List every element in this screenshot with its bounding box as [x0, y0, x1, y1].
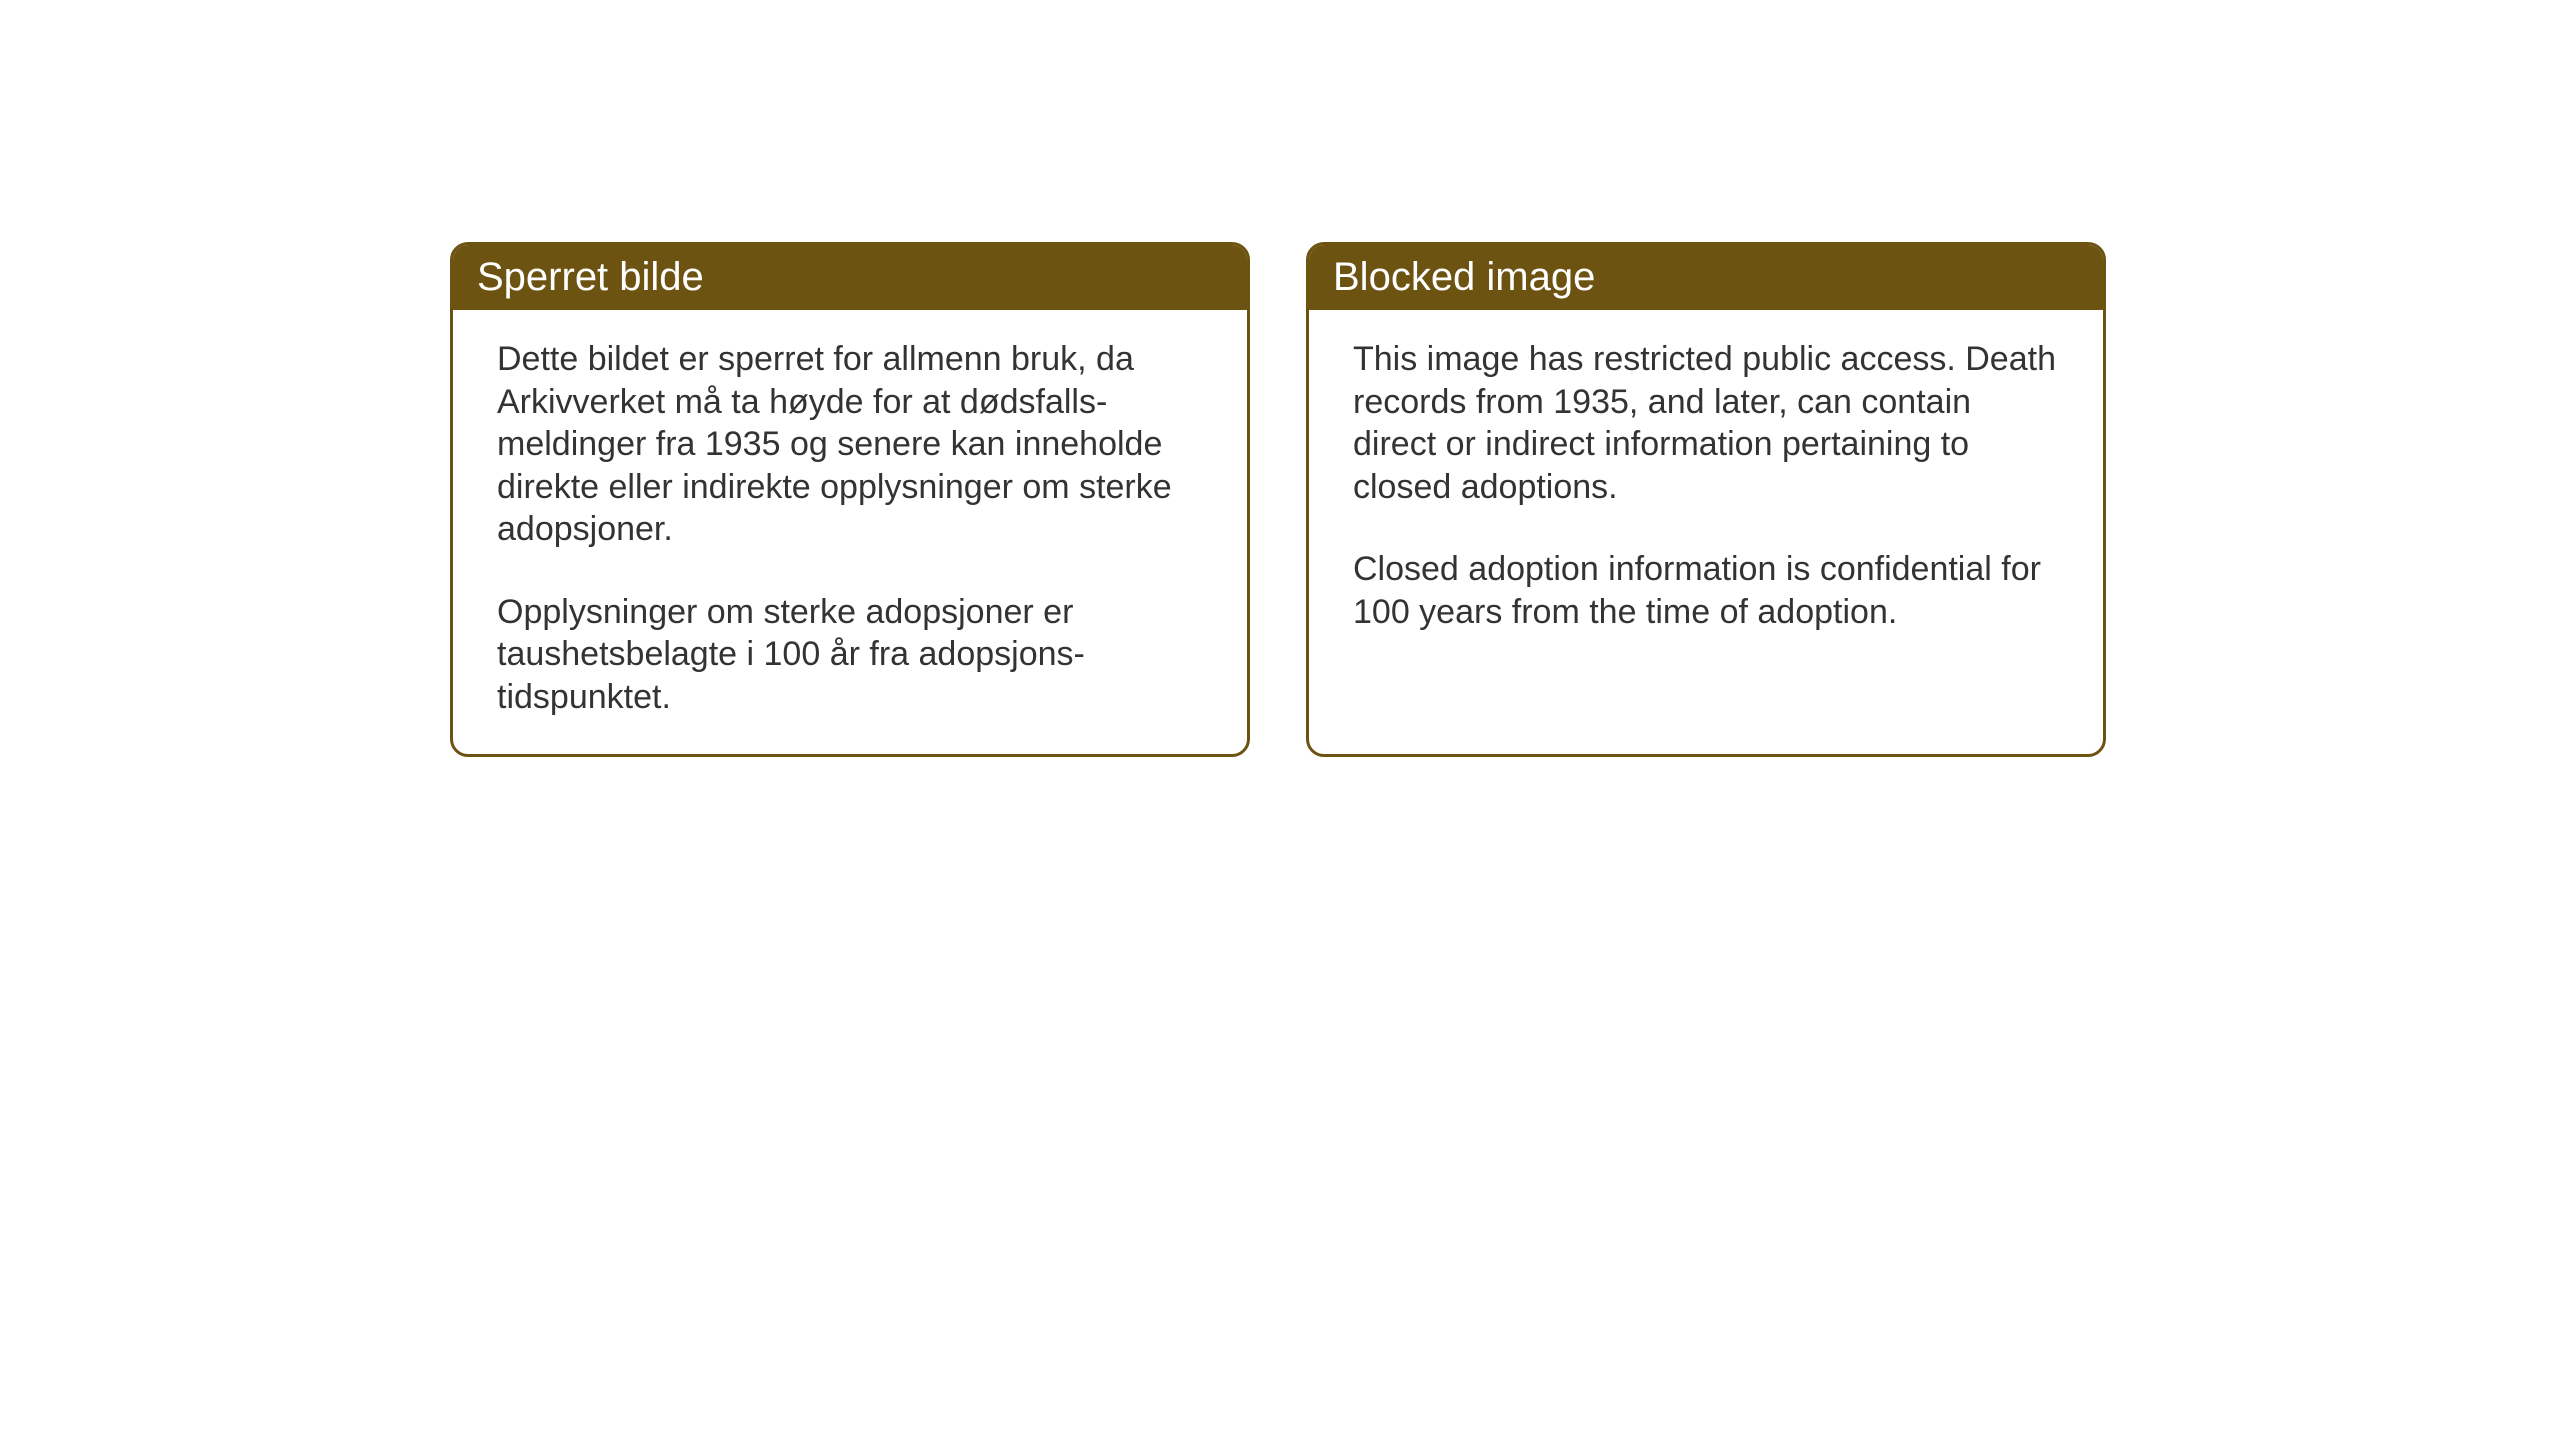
- notice-paragraph-2-norwegian: Opplysninger om sterke adopsjoner er tau…: [497, 591, 1203, 719]
- notice-card-english: Blocked image This image has restricted …: [1306, 242, 2106, 757]
- notice-header-english: Blocked image: [1309, 245, 2103, 310]
- notice-paragraph-2-english: Closed adoption information is confident…: [1353, 548, 2059, 633]
- notice-title-english: Blocked image: [1333, 255, 1595, 299]
- notice-body-english: This image has restricted public access.…: [1309, 310, 2103, 690]
- notice-paragraph-1-norwegian: Dette bildet er sperret for allmenn bruk…: [497, 338, 1203, 551]
- notice-container: Sperret bilde Dette bildet er sperret fo…: [450, 242, 2106, 757]
- notice-title-norwegian: Sperret bilde: [477, 255, 704, 299]
- notice-paragraph-1-english: This image has restricted public access.…: [1353, 338, 2059, 508]
- notice-header-norwegian: Sperret bilde: [453, 245, 1247, 310]
- notice-body-norwegian: Dette bildet er sperret for allmenn bruk…: [453, 310, 1247, 754]
- notice-card-norwegian: Sperret bilde Dette bildet er sperret fo…: [450, 242, 1250, 757]
